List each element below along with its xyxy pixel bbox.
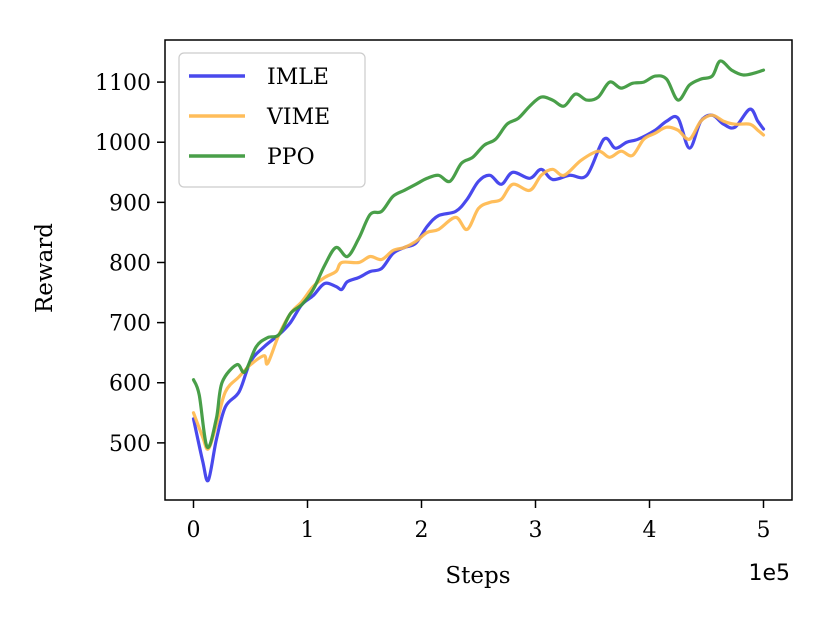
legend-box [178,52,366,188]
y-tick-label: 1100 [95,71,151,96]
legend: IMLE VIME PPO [178,52,366,188]
x-tick-label: 5 [757,518,771,543]
y-tick-label: 800 [109,251,151,276]
y-tick-label: 900 [109,191,151,216]
x-tick-label: 1 [301,518,315,543]
y-tick-label: 700 [109,312,151,337]
x-axis-label: Steps [445,563,510,589]
y-tick-label: 500 [109,432,151,457]
x-tick-label: 2 [415,518,429,543]
x-tick-label: 0 [187,518,201,543]
y-axis-label: Reward [32,223,58,313]
legend-label-imle: IMLE [267,65,329,90]
x-tick-label: 3 [529,518,543,543]
x-axis-offset-label: 1e5 [748,561,790,586]
axis-ticks: 0 1 2 3 4 5 500 600 700 800 900 1000 1100 [95,71,771,543]
legend-label-vime: VIME [266,105,330,130]
plot-frame [164,39,793,501]
series-line-vime [191,113,766,451]
y-tick-label: 1000 [95,131,151,156]
x-tick-label: 4 [643,518,657,543]
series-line-ppo [191,59,766,450]
y-tick-label: 600 [109,372,151,397]
series-lines [191,59,766,483]
legend-label-ppo: PPO [267,145,315,170]
